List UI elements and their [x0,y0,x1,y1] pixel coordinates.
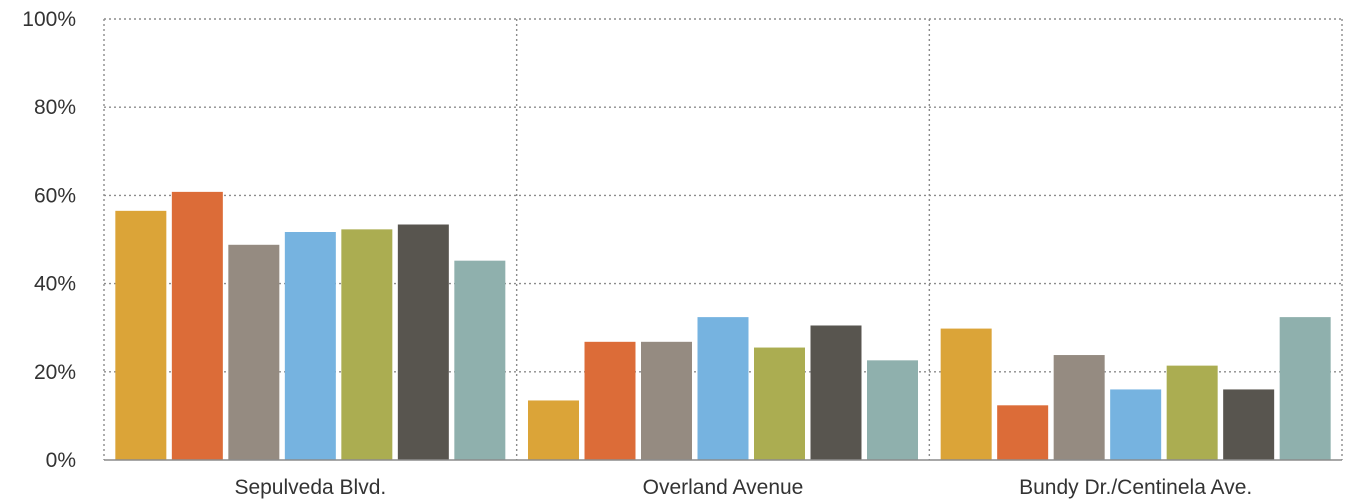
x-category-label: Bundy Dr./Centinela Ave. [1019,476,1252,499]
bar [341,229,393,460]
bar [584,341,636,460]
y-tick-label: 0% [46,449,76,472]
bar [284,232,336,460]
bar [397,224,449,460]
bar [997,405,1049,460]
bar [528,400,579,460]
bar [1053,355,1105,460]
x-category-label: Overland Avenue [643,476,804,499]
bar [1166,365,1218,460]
bar [754,347,805,460]
bar [940,328,992,460]
bar [454,260,506,460]
bar [171,191,223,460]
y-tick-label: 40% [34,273,76,296]
bar [1223,389,1275,460]
bar [810,325,862,460]
bar [115,210,167,460]
x-category-label: Sepulveda Blvd. [234,476,386,499]
y-tick-label: 80% [34,96,76,119]
bar [1110,389,1162,460]
bar [1279,317,1331,460]
bar [697,317,749,460]
bar [641,341,692,460]
y-tick-label: 20% [34,361,76,384]
y-tick-label: 60% [34,184,76,207]
bar [867,360,918,460]
y-tick-label: 100% [22,8,76,31]
bar [228,244,280,460]
